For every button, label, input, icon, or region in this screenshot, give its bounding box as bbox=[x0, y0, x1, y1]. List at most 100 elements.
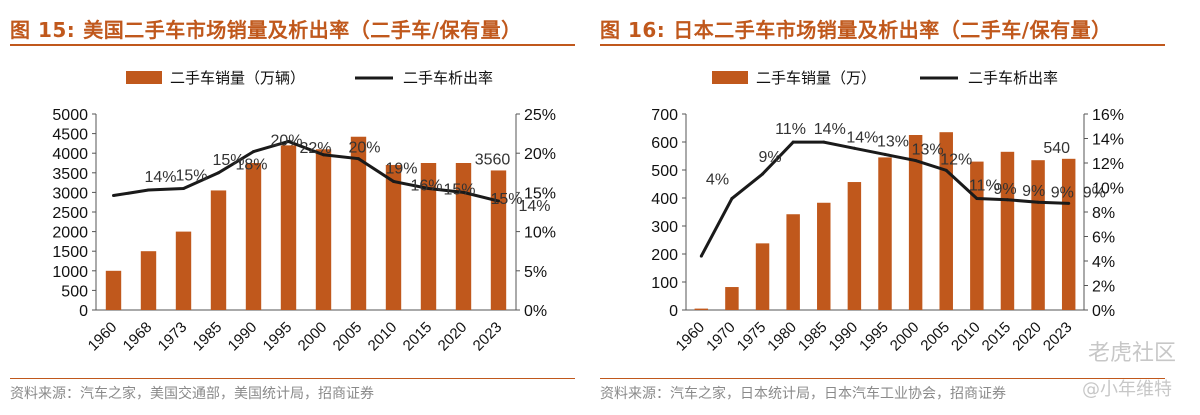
x-axis-tick-label: 1995 bbox=[856, 319, 892, 355]
bar bbox=[847, 182, 862, 310]
bar bbox=[350, 136, 367, 310]
right-axis-tick-label: 16% bbox=[1092, 107, 1124, 124]
rate-data-label: 15% bbox=[213, 152, 245, 169]
x-axis-tick-label: 1985 bbox=[795, 319, 831, 355]
x-axis-tick-label: 2010 bbox=[948, 319, 984, 355]
right-axis-tick-label: 10% bbox=[1092, 181, 1124, 198]
rate-data-label: 20% bbox=[271, 132, 303, 149]
bar bbox=[1031, 160, 1045, 310]
right-axis-tick-label: 20% bbox=[524, 146, 556, 163]
x-axis-tick-label: 2000 bbox=[887, 319, 923, 355]
figure-15-title-text: 美国二手车市场销量及析出率（二手车/保有量） bbox=[83, 18, 522, 42]
figure-15-chart: 二手车销量（万辆） 二手车析出率 0 500 1000 1500 2000 2500 3000 3… bbox=[52, 70, 556, 355]
rate-data-label: 9% bbox=[759, 149, 782, 166]
rate-data-label: 15% bbox=[176, 167, 208, 184]
rate-line-point bbox=[112, 194, 115, 198]
rate-line-point bbox=[1067, 201, 1071, 205]
rate-data-label: 18% bbox=[236, 157, 268, 174]
watermark-author: @小年维特 bbox=[1082, 379, 1172, 400]
rate-data-label: 20% bbox=[349, 140, 381, 157]
x-axis-tick-label: 2005 bbox=[917, 319, 953, 355]
left-axis-tick-label: 0 bbox=[79, 303, 88, 320]
right-axis-tick-label: 2% bbox=[1092, 279, 1115, 296]
rate-line-point bbox=[287, 139, 290, 143]
right-axis-tick-label: 10% bbox=[524, 225, 556, 242]
legend-line-label: 二手车析出率 bbox=[403, 70, 493, 87]
x-axis-tick-label: 1960 bbox=[673, 319, 709, 355]
left-axis-tick-label: 600 bbox=[651, 135, 678, 152]
left-axis-tick-label: 400 bbox=[651, 191, 678, 208]
figure-16-source: 资料来源：汽车之家，日本统计局，日本汽车工业协会，招商证券 bbox=[600, 386, 1006, 402]
x-axis-tick-label: 2010 bbox=[365, 319, 401, 355]
rate-data-label: 15% bbox=[444, 181, 476, 198]
rate-line-point bbox=[699, 254, 703, 258]
rate-line-point bbox=[462, 190, 465, 194]
rate-line-point bbox=[944, 168, 948, 172]
left-axis-tick-label: 4500 bbox=[52, 127, 88, 144]
figure-15-title-rule bbox=[10, 44, 575, 46]
bar bbox=[786, 214, 800, 310]
figure-16-title-rule bbox=[600, 44, 1165, 46]
x-axis-tick-label: 1985 bbox=[190, 319, 226, 355]
right-axis-tick-label: 0% bbox=[1092, 303, 1115, 320]
bar bbox=[908, 135, 923, 310]
right-axis-tick-label: 5% bbox=[524, 264, 547, 281]
bar bbox=[315, 149, 332, 310]
x-axis-tick-label: 2005 bbox=[330, 319, 366, 355]
left-axis-tick-label: 3500 bbox=[52, 166, 88, 183]
bar bbox=[878, 157, 892, 310]
legend-line-label: 二手车析出率 bbox=[968, 70, 1058, 87]
chart-legend: 二手车销量（万辆） 二手车析出率 bbox=[126, 70, 493, 87]
rate-data-label: 11% bbox=[969, 178, 1000, 195]
legend-bar-swatch bbox=[126, 71, 162, 84]
rate-line-point bbox=[791, 140, 795, 144]
bar bbox=[420, 163, 437, 310]
left-axis-tick-label: 100 bbox=[651, 275, 678, 292]
right-axis-tick-label: 4% bbox=[1092, 254, 1115, 271]
left-axis-tick-label: 2500 bbox=[52, 205, 88, 222]
bar-data-label: 540 bbox=[1043, 140, 1070, 157]
rate-line-point bbox=[182, 186, 185, 190]
rate-data-label: 11% bbox=[775, 121, 806, 138]
bar bbox=[817, 202, 831, 310]
bar bbox=[105, 270, 122, 310]
figure-16-title: 图 16: 日本二手车市场销量及析出率（二手车/保有量） bbox=[600, 14, 1112, 43]
rate-line-point bbox=[322, 153, 325, 157]
watermark-community: 老虎社区 bbox=[1088, 341, 1177, 366]
bar bbox=[245, 163, 262, 310]
right-axis-tick-label: 6% bbox=[1092, 230, 1115, 247]
rate-data-label: 13% bbox=[877, 133, 909, 150]
figure-16-number: 图 16: bbox=[600, 18, 666, 42]
right-axis-tick-label: 8% bbox=[1092, 205, 1115, 222]
figure-15-source-rule bbox=[10, 378, 575, 379]
rate-line-point bbox=[914, 159, 918, 163]
bar bbox=[490, 170, 507, 310]
figure-15-number: 图 15: bbox=[10, 18, 76, 42]
left-axis-tick-label: 500 bbox=[61, 283, 88, 300]
x-axis-tick-label: 2023 bbox=[1040, 319, 1076, 355]
x-axis-tick-label: 1990 bbox=[826, 319, 862, 355]
figure-15-panel: 图 15: 美国二手车市场销量及析出率（二手车/保有量） 二手车销量（万辆） 二手车… bbox=[10, 0, 592, 415]
rate-line-point bbox=[761, 172, 765, 176]
right-axis-tick-label: 25% bbox=[524, 107, 556, 124]
left-axis-tick-label: 0 bbox=[669, 303, 678, 320]
x-axis-tick-label: 2023 bbox=[470, 319, 506, 355]
bar bbox=[455, 163, 472, 310]
rate-line-point bbox=[975, 197, 979, 201]
x-axis-tick-label: 2015 bbox=[400, 319, 436, 355]
rate-data-label: 14% bbox=[519, 198, 551, 215]
x-axis-tick-label: 1980 bbox=[764, 319, 800, 355]
x-axis-tick-label: 1960 bbox=[85, 319, 121, 355]
bar-data-label: 3560 bbox=[475, 151, 511, 168]
rate-data-label: 12% bbox=[940, 151, 972, 168]
bar bbox=[385, 164, 402, 310]
x-axis-tick-label: 1975 bbox=[734, 319, 770, 355]
left-axis-tick-label: 4000 bbox=[52, 146, 88, 163]
rate-data-label: 19% bbox=[386, 160, 418, 177]
bar bbox=[1061, 158, 1076, 310]
left-axis-tick-label: 2000 bbox=[52, 225, 88, 242]
bar bbox=[939, 132, 953, 310]
rate-line-point bbox=[357, 157, 360, 161]
rate-data-label: 14% bbox=[846, 129, 878, 146]
x-axis-tick-label: 2015 bbox=[979, 319, 1015, 355]
